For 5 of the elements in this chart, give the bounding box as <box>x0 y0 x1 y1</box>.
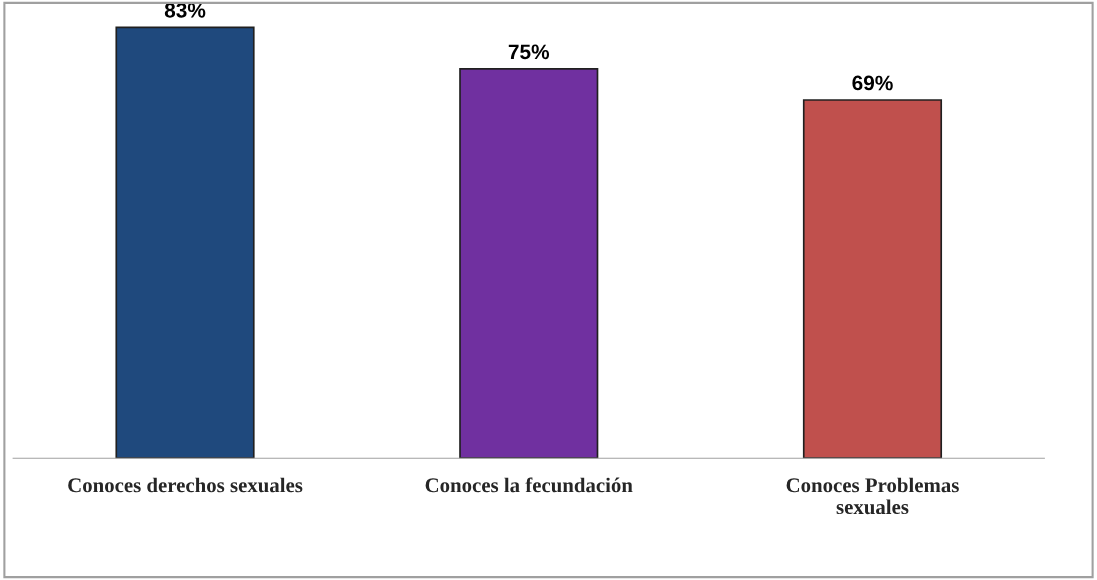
x-tick-label: Conoces derechos sexuales <box>68 477 303 493</box>
x-tick-label: Conoces la fecundación <box>425 477 633 493</box>
x-tick-label: Conoces Problemas sexuales <box>786 477 959 515</box>
data-label: 75% <box>508 44 550 60</box>
data-label: 69% <box>852 75 893 91</box>
